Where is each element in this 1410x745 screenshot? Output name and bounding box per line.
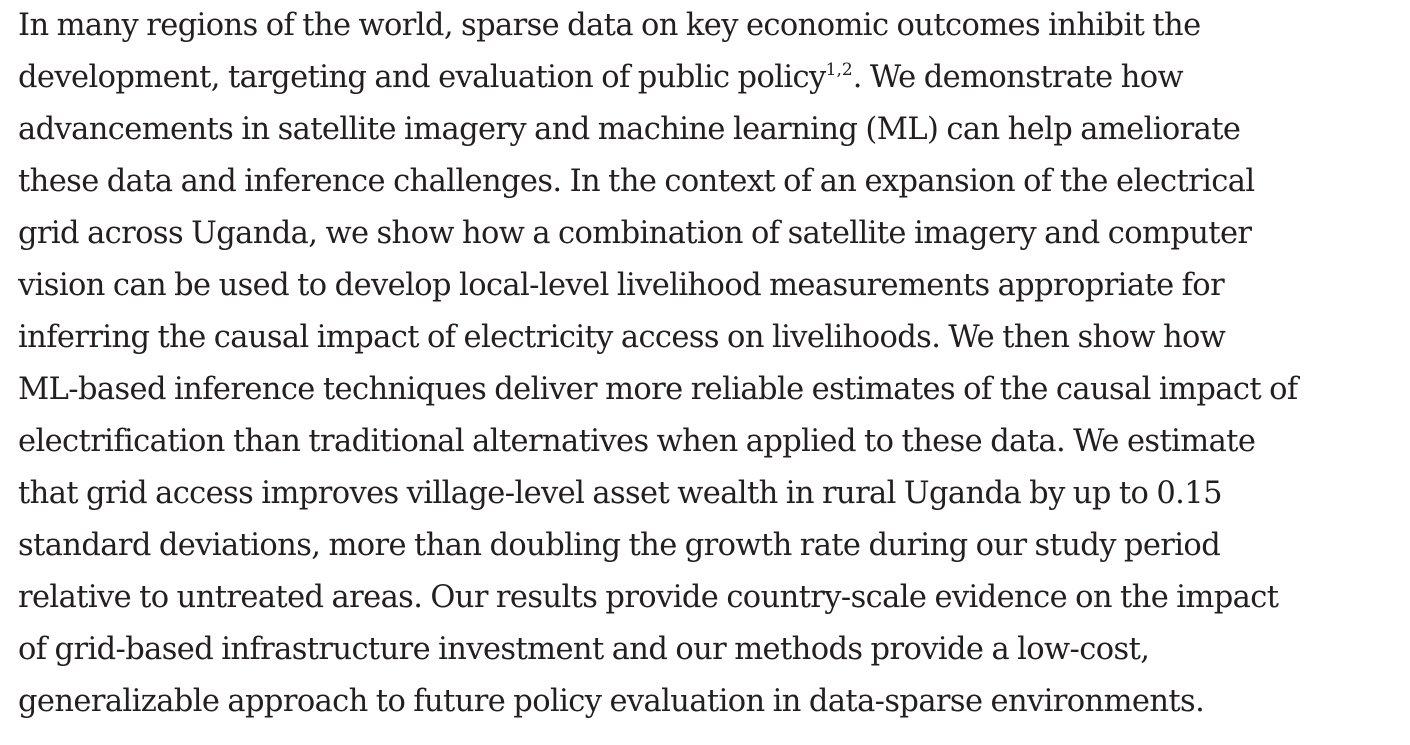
abstract-paragraph: In many regions of the world, sparse dat… (18, 0, 1410, 728)
abstract-line-1: In many regions of the world, sparse dat… (18, 8, 1201, 43)
abstract-line-10: that grid access improves village-level … (18, 476, 1222, 511)
abstract-line-2-text: development, targeting and evaluation of… (18, 60, 826, 95)
abstract-line-4: these data and inference challenges. In … (18, 164, 1255, 199)
abstract-line-13: of grid-based infrastructure investment … (18, 632, 1150, 667)
abstract-line-2-tail: . We demonstrate how (852, 60, 1184, 95)
abstract-line-9: electrification than traditional alterna… (18, 424, 1256, 459)
abstract-line-12: relative to untreated areas. Our results… (18, 580, 1279, 615)
citation-superscript[interactable]: 1,2 (825, 60, 853, 80)
abstract-line-14: generalizable approach to future policy … (18, 684, 1205, 719)
abstract-line-3: advancements in satellite imagery and ma… (18, 112, 1241, 147)
abstract-line-2: development, targeting and evaluation of… (18, 52, 1410, 104)
abstract-line-5: grid across Uganda, we show how a combin… (18, 216, 1252, 251)
abstract-line-11: standard deviations, more than doubling … (18, 528, 1221, 563)
abstract-line-6: vision can be used to develop local-leve… (18, 268, 1225, 303)
abstract-line-8: ML-based inference techniques deliver mo… (18, 372, 1298, 407)
abstract-line-7: inferring the causal impact of electrici… (18, 320, 1226, 355)
